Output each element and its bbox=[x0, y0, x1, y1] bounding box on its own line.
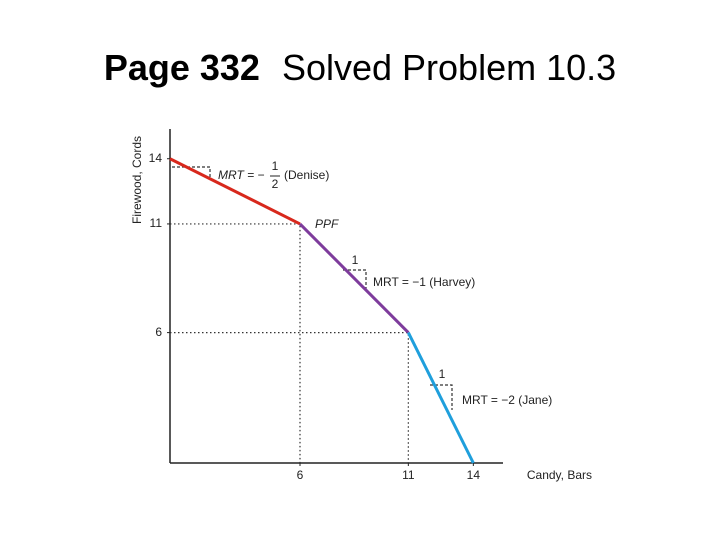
title-text: Solved Problem 10.3 bbox=[282, 47, 616, 88]
x-tick-label: 14 bbox=[467, 468, 481, 482]
y-tick-label: 14 bbox=[149, 151, 163, 165]
guide-line bbox=[170, 223, 301, 463]
x-tick-label: 11 bbox=[402, 468, 415, 482]
annotation: 1 bbox=[272, 159, 279, 173]
annotation: 1 bbox=[439, 367, 446, 381]
annotation: MRT = −1 (Harvey) bbox=[373, 275, 475, 289]
guide-line bbox=[170, 332, 409, 463]
annotation: (Denise) bbox=[284, 168, 329, 182]
step-harvey bbox=[343, 269, 367, 292]
annotation: PPF bbox=[315, 217, 339, 231]
ppf-segment bbox=[298, 222, 410, 334]
y-tick-label: 11 bbox=[150, 216, 163, 230]
x-axis-label: Candy, Bars bbox=[527, 468, 592, 482]
y-axis-label: Firewood, Cords bbox=[130, 136, 144, 224]
y-tick-label: 6 bbox=[155, 325, 162, 339]
x-tick-label: 6 bbox=[297, 468, 304, 482]
annotation: 2 bbox=[272, 177, 279, 191]
ppf-segment bbox=[406, 331, 475, 464]
annotation: 1 bbox=[352, 253, 359, 267]
slide-title: Page 332 Solved Problem 10.3 bbox=[104, 47, 616, 88]
annotation: MRT = −2 (Jane) bbox=[462, 393, 552, 407]
annotation: MRT = − bbox=[218, 168, 264, 182]
ppf-segment bbox=[169, 157, 301, 226]
title-bold: Page 332 bbox=[104, 47, 260, 88]
step-jane bbox=[430, 384, 453, 410]
